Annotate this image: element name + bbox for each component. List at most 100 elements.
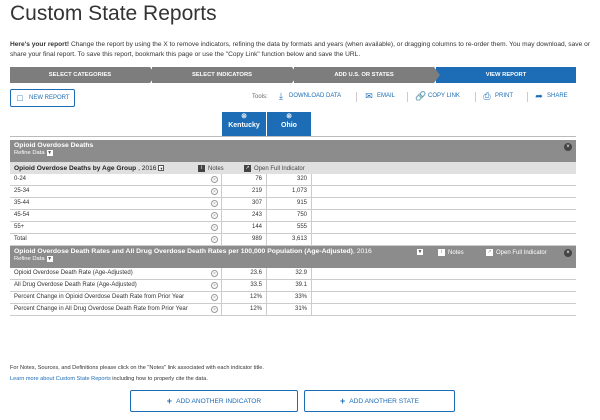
- cell-divider: [266, 198, 267, 209]
- add-indicator-button[interactable]: + ADD ANOTHER INDICATOR: [130, 390, 298, 412]
- toolbar-divider: [527, 92, 528, 102]
- row-label: All Drug Overdose Death Rate (Age-Adjust…: [14, 282, 137, 288]
- close-icon[interactable]: ×: [564, 249, 572, 257]
- indicator-2-header: Opioid Overdose Death Rates and All Drug…: [10, 246, 576, 268]
- cell-kentucky: 307: [251, 200, 262, 206]
- intro-text: Here's your report! Change the report by…: [10, 40, 590, 60]
- remove-row-icon[interactable]: ×: [211, 282, 218, 289]
- cell-kentucky: 33.5: [250, 282, 262, 288]
- remove-row-icon[interactable]: ×: [211, 224, 218, 231]
- column-kentucky-label: Kentucky: [228, 122, 260, 129]
- print-button[interactable]: ⎙ PRINT: [482, 91, 513, 101]
- footnote-learn-more: Learn more about Custom State Reports in…: [10, 376, 208, 382]
- step-view-report[interactable]: VIEW REPORT: [436, 67, 576, 83]
- report-table: ⊗ Kentucky ⊗ Ohio Opioid Overdose Deaths…: [10, 112, 576, 316]
- year-dropdown-icon[interactable]: ▼: [417, 249, 423, 255]
- remove-row-icon[interactable]: ×: [211, 236, 218, 243]
- add-indicator-label: ADD ANOTHER INDICATOR: [176, 397, 262, 405]
- open-full-indicator-link[interactable]: ↗ Open Full Indicator: [486, 249, 547, 256]
- share-icon: ➦: [535, 91, 543, 101]
- cell-kentucky: 989: [251, 236, 262, 242]
- add-state-button[interactable]: + ADD ANOTHER STATE: [304, 390, 455, 412]
- cell-divider: [221, 292, 222, 303]
- cell-divider: [311, 234, 312, 245]
- notes-label: Notes: [448, 249, 464, 256]
- cell-kentucky: 12%: [249, 294, 262, 300]
- plus-icon: +: [340, 396, 346, 406]
- table-row: Percent Change in All Drug Overdose Deat…: [10, 304, 576, 316]
- notes-link[interactable]: i Notes: [198, 165, 224, 172]
- open-icon: ↗: [486, 249, 493, 256]
- column-kentucky[interactable]: ⊗ Kentucky: [222, 112, 266, 136]
- table-row: All Drug Overdose Death Rate (Age-Adjust…: [10, 280, 576, 292]
- row-label: 0-24: [14, 176, 27, 182]
- remove-column-icon[interactable]: ⊗: [241, 113, 247, 120]
- learn-more-rest: including how to properly cite the data.: [110, 376, 208, 382]
- open-icon: ↗: [244, 165, 251, 172]
- step-add-states[interactable]: ADD U.S. OR STATES: [294, 67, 440, 83]
- cell-divider: [221, 210, 222, 221]
- cell-ohio: 320: [296, 176, 307, 182]
- remove-column-icon[interactable]: ⊗: [286, 113, 292, 120]
- step-select-categories[interactable]: SELECT CATEGORIES: [10, 67, 156, 83]
- cell-kentucky: 12%: [249, 306, 262, 312]
- row-label: Total: [14, 236, 27, 242]
- cell-divider: [266, 280, 267, 291]
- wizard-steps: SELECT CATEGORIES SELECT INDICATORS ADD …: [10, 67, 578, 83]
- year-dropdown-icon[interactable]: ▼: [158, 165, 165, 171]
- remove-row-icon[interactable]: ×: [211, 188, 218, 195]
- refine-data-toggle[interactable]: Refine Data ▼: [10, 149, 576, 158]
- cell-kentucky: 243: [251, 212, 262, 218]
- share-label: SHARE: [547, 93, 568, 99]
- download-label: DOWNLOAD DATA: [289, 93, 342, 99]
- row-label: Percent Change in All Drug Overdose Deat…: [14, 306, 188, 312]
- plus-icon: +: [166, 396, 173, 406]
- cell-ohio: 39.1: [295, 282, 307, 288]
- table-row: 55+ × 144 555: [10, 222, 576, 234]
- open-full-indicator-link[interactable]: ↗ Open Full Indicator: [244, 165, 305, 172]
- indicator-1-header: Opioid Overdose Deaths by Age Group , 20…: [10, 162, 576, 174]
- cell-divider: [266, 186, 267, 197]
- share-button[interactable]: ➦ SHARE: [534, 91, 568, 101]
- refine-label: Refine Data: [14, 150, 45, 156]
- download-data-button[interactable]: ⤓ DOWNLOAD DATA: [276, 91, 341, 101]
- email-button[interactable]: ✉ EMAIL: [364, 91, 395, 101]
- cell-divider: [221, 186, 222, 197]
- cell-divider: [221, 268, 222, 279]
- footnote-notes: For Notes, Sources, and Definitions plea…: [10, 365, 264, 371]
- notes-link[interactable]: i Notes: [438, 249, 464, 256]
- remove-row-icon[interactable]: ×: [211, 212, 218, 219]
- print-icon: ⎙: [483, 91, 491, 101]
- remove-row-icon[interactable]: ×: [211, 270, 218, 277]
- remove-row-icon[interactable]: ×: [211, 294, 218, 301]
- open-full-label: Open Full Indicator: [254, 165, 305, 172]
- cell-divider: [266, 174, 267, 185]
- toolbar-divider: [407, 92, 408, 102]
- learn-more-link[interactable]: Learn more about Custom State Reports: [10, 376, 111, 382]
- cell-kentucky: 76: [255, 176, 262, 182]
- new-report-icon: □: [17, 93, 23, 103]
- row-label: Percent Change in Opioid Overdose Death …: [14, 294, 185, 300]
- cell-divider: [221, 198, 222, 209]
- remove-row-icon[interactable]: ×: [211, 176, 218, 183]
- cell-kentucky: 144: [251, 224, 262, 230]
- column-ohio-label: Ohio: [281, 122, 297, 129]
- cell-ohio: 31%: [294, 306, 307, 312]
- close-icon[interactable]: ×: [564, 143, 572, 151]
- new-report-button[interactable]: □ NEW REPORT: [10, 89, 75, 107]
- refine-data-toggle[interactable]: Refine Data ▼: [10, 255, 576, 264]
- toolbar: □ NEW REPORT Tools: ⤓ DOWNLOAD DATA ✉ EM…: [10, 89, 580, 107]
- step-select-indicators[interactable]: SELECT INDICATORS: [152, 67, 298, 83]
- column-ohio[interactable]: ⊗ Ohio: [267, 112, 311, 136]
- cell-divider: [221, 304, 222, 315]
- copy-link-button[interactable]: 🔗 COPY LINK: [415, 91, 460, 101]
- cell-divider: [311, 268, 312, 279]
- remove-row-icon[interactable]: ×: [211, 200, 218, 207]
- info-icon: i: [438, 249, 445, 256]
- indicator-1-title: Opioid Overdose Deaths by Age Group: [14, 164, 137, 172]
- cell-divider: [266, 222, 267, 233]
- remove-row-icon[interactable]: ×: [211, 306, 218, 313]
- header-divider: [10, 136, 576, 137]
- indicator-2-rows: Opioid Overdose Death Rate (Age-Adjusted…: [10, 268, 576, 316]
- cell-divider: [266, 210, 267, 221]
